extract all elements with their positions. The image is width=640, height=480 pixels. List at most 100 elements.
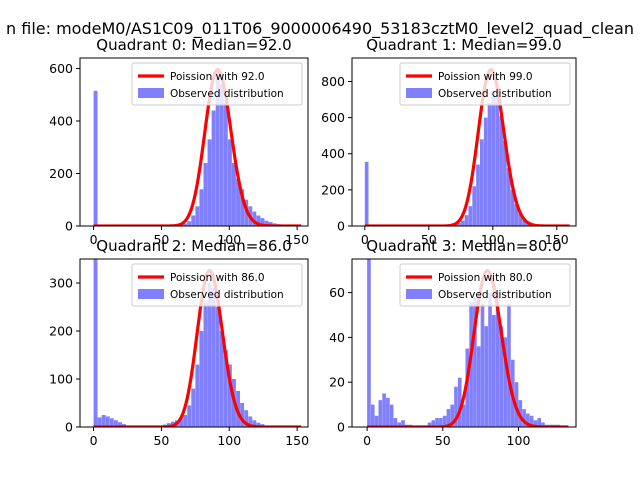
histogram-bar xyxy=(93,90,98,226)
y-tick-label: 0 xyxy=(65,420,73,435)
histogram-bar xyxy=(484,326,489,427)
histogram-bar xyxy=(446,409,451,427)
histogram-bar xyxy=(219,84,224,226)
histogram-bar xyxy=(401,420,405,427)
histogram-bar xyxy=(503,141,507,226)
histogram-bar xyxy=(260,218,265,226)
poisson-curve xyxy=(367,269,569,427)
histogram-bar xyxy=(476,346,481,427)
histogram-bar xyxy=(431,420,436,427)
histogram-bar xyxy=(439,418,443,427)
histogram-bar xyxy=(264,220,269,226)
histogram-bar xyxy=(499,115,503,226)
histogram-bar xyxy=(472,186,477,226)
y-tick-label: 600 xyxy=(321,110,345,125)
histogram-bar xyxy=(495,292,500,427)
legend-box xyxy=(399,62,571,106)
axes-frame xyxy=(351,258,577,428)
y-tick-label: 400 xyxy=(321,146,345,161)
histogram-bar xyxy=(506,168,511,226)
histogram-bar xyxy=(518,213,523,226)
y-tick-label: 20 xyxy=(329,375,345,390)
histogram-bar xyxy=(487,103,492,226)
histogram-bar xyxy=(101,415,106,427)
axes-frame xyxy=(351,57,577,227)
histogram-bar xyxy=(195,206,200,226)
histogram-bar xyxy=(499,326,504,427)
legend-box xyxy=(131,62,303,106)
legend-label-observed: Observed distribution xyxy=(170,88,284,100)
histogram-bar xyxy=(522,409,526,427)
plot-area xyxy=(367,259,569,427)
histogram-bar xyxy=(227,364,232,427)
histogram-bar xyxy=(397,422,402,427)
poisson-curve xyxy=(364,68,570,226)
legend-box xyxy=(399,263,571,307)
y-tick-label: 600 xyxy=(49,61,73,76)
axes-frame xyxy=(79,57,309,227)
histogram-bar xyxy=(510,189,515,226)
histogram-bar xyxy=(364,161,369,226)
histogram-bar xyxy=(457,377,462,427)
legend-bar-swatch xyxy=(138,289,164,299)
legend-label-poisson: Poission with 80.0 xyxy=(438,272,533,284)
histogram-bar xyxy=(211,287,216,427)
histogram-bar xyxy=(199,189,204,226)
histogram-bar xyxy=(215,71,220,226)
histogram-bar xyxy=(389,404,394,427)
histogram-bar xyxy=(370,404,375,427)
x-tick-label: 50 xyxy=(435,433,451,448)
histogram-bar xyxy=(435,418,439,427)
legend-bar-swatch xyxy=(406,88,432,98)
histogram-bar xyxy=(465,348,470,427)
histogram-bar xyxy=(183,223,188,226)
histogram-bar xyxy=(179,418,183,427)
histogram-bar xyxy=(514,204,519,226)
histogram-bar xyxy=(483,117,488,226)
legend: Poission with 80.0 Observed distribution xyxy=(399,263,571,307)
histogram-bar xyxy=(374,415,379,427)
histogram-bar xyxy=(109,418,114,427)
histogram-bar xyxy=(236,178,240,226)
y-tick-label: 0 xyxy=(337,219,345,234)
histogram-bar xyxy=(522,218,526,226)
histogram-bar xyxy=(378,400,383,427)
histogram-bar xyxy=(507,303,511,427)
histogram-bar xyxy=(244,410,249,427)
legend-label-poisson: Poission with 99.0 xyxy=(438,71,533,83)
histogram-bar xyxy=(191,215,196,226)
x-tick-label: 150 xyxy=(545,232,569,247)
y-tick-label: 200 xyxy=(49,324,73,339)
histogram-bar xyxy=(468,206,473,226)
histogram-bar xyxy=(113,420,118,427)
histogram-bar xyxy=(367,259,371,427)
histogram-bar xyxy=(495,95,500,226)
histogram-bar xyxy=(533,420,538,427)
subplot-title: Quadrant 1: Median=99.0 xyxy=(366,36,561,54)
axes-frame xyxy=(79,258,309,428)
histogram-bar xyxy=(256,422,261,427)
subplot-title: Quadrant 2: Median=86.0 xyxy=(96,237,291,255)
histogram-bar xyxy=(203,163,208,226)
x-tick-label: 150 xyxy=(285,433,309,448)
histogram-bar xyxy=(393,418,398,427)
histogram-bar xyxy=(240,403,245,427)
histogram-bar xyxy=(211,110,216,226)
histogram-bar xyxy=(480,303,485,427)
x-tick-label: 50 xyxy=(153,433,169,448)
subplot-title: Quadrant 3: Median=80.0 xyxy=(366,237,561,255)
legend: Poission with 92.0 Observed distribution xyxy=(131,62,303,106)
histogram-bar xyxy=(195,364,200,427)
histogram-bar xyxy=(488,292,492,427)
histogram-bar xyxy=(93,259,98,427)
figure-suptitle: n file: modeM0/AS1C09_011T06_9000006490_… xyxy=(6,19,634,39)
histogram-bar xyxy=(461,404,466,427)
x-tick-label: 50 xyxy=(153,232,169,247)
x-tick-label: 0 xyxy=(363,433,371,448)
y-tick-label: 60 xyxy=(329,285,345,300)
histogram-bar xyxy=(223,350,228,427)
histogram-bar xyxy=(382,393,386,427)
histogram-bar xyxy=(442,415,447,427)
legend: Poission with 86.0 Observed distribution xyxy=(131,263,303,307)
